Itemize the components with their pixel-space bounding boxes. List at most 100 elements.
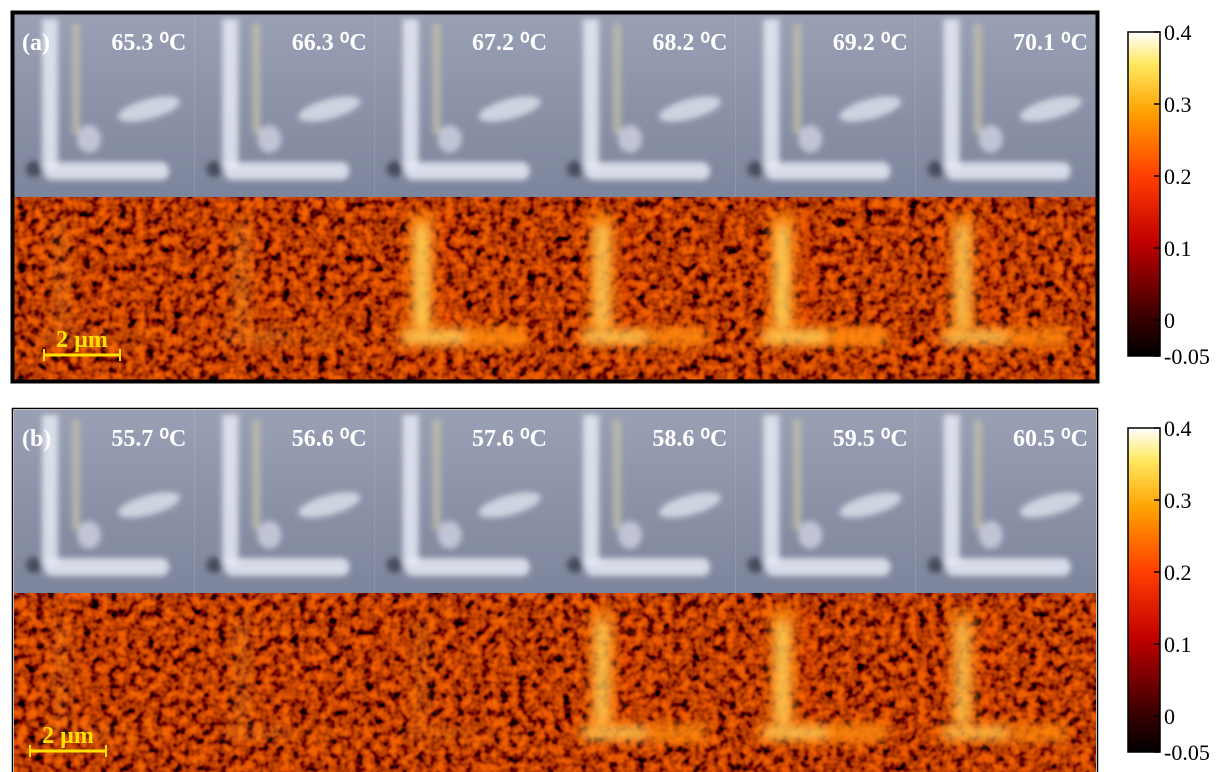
feature xyxy=(583,19,599,169)
feature xyxy=(72,24,80,134)
feature xyxy=(224,558,349,576)
hot xyxy=(958,623,968,723)
colorbar-tick-label: -0.05 xyxy=(1164,344,1210,369)
heat-noise xyxy=(14,593,194,772)
feature xyxy=(798,521,822,549)
feature xyxy=(798,125,822,153)
feature xyxy=(26,161,42,177)
colorbar xyxy=(1128,428,1160,752)
hot xyxy=(264,613,270,723)
feature xyxy=(44,558,169,576)
hot xyxy=(805,217,811,327)
hot xyxy=(946,333,1006,341)
heat-noise xyxy=(555,593,735,772)
figure: 65.3 ⁰C66.3 ⁰C67.2 ⁰C68.2 ⁰C69.2 ⁰C70.1 … xyxy=(0,0,1230,772)
feature xyxy=(72,420,80,530)
feature xyxy=(979,125,1003,153)
hot xyxy=(777,227,787,327)
feature xyxy=(252,420,260,530)
hot xyxy=(84,613,90,723)
heat-noise xyxy=(916,197,1096,380)
feature xyxy=(618,125,642,153)
heat-noise xyxy=(375,593,555,772)
hot xyxy=(625,217,631,327)
hot xyxy=(585,333,645,341)
colorbar-tick-label: 0.2 xyxy=(1164,560,1192,585)
feature xyxy=(206,557,222,573)
hot xyxy=(224,333,284,341)
colorbar-tick-label: 0.4 xyxy=(1164,20,1192,45)
feature xyxy=(257,125,281,153)
feature xyxy=(613,420,621,530)
feature xyxy=(583,415,599,565)
temperature-label: 58.6 ⁰C xyxy=(652,426,727,452)
hot xyxy=(625,613,631,723)
feature xyxy=(403,19,419,169)
feature xyxy=(224,162,349,180)
feature xyxy=(26,557,42,573)
feature xyxy=(944,415,960,565)
feature xyxy=(433,420,441,530)
colorbar-tick-label: -0.05 xyxy=(1164,740,1210,765)
feature xyxy=(387,557,403,573)
feature xyxy=(438,521,462,549)
feature xyxy=(765,162,890,180)
temperature-label: 55.7 ⁰C xyxy=(111,426,186,452)
hot xyxy=(405,333,465,341)
feature xyxy=(974,420,982,530)
colorbar xyxy=(1128,32,1160,356)
feature xyxy=(928,161,944,177)
hot xyxy=(236,623,246,723)
feature xyxy=(793,24,801,134)
feature xyxy=(252,24,260,134)
temperature-label: 59.5 ⁰C xyxy=(833,426,908,452)
feature xyxy=(763,415,779,565)
feature xyxy=(979,521,1003,549)
hot xyxy=(946,729,1006,737)
feature xyxy=(405,558,530,576)
feature xyxy=(765,558,890,576)
feature xyxy=(585,162,710,180)
scale-bar-label: 2 µm xyxy=(56,327,108,353)
feature xyxy=(585,558,710,576)
feature xyxy=(438,125,462,153)
feature xyxy=(403,415,419,565)
temperature-label: 57.6 ⁰C xyxy=(472,426,547,452)
feature xyxy=(405,162,530,180)
hot xyxy=(56,623,66,723)
heat-noise xyxy=(735,197,915,380)
colorbar-tick-label: 0.3 xyxy=(1164,92,1192,117)
hot xyxy=(224,729,284,737)
hot xyxy=(445,217,451,327)
feature xyxy=(928,557,944,573)
hot xyxy=(445,613,451,723)
hot xyxy=(417,227,427,327)
feature xyxy=(946,162,1071,180)
hot xyxy=(777,623,787,723)
feature xyxy=(257,521,281,549)
hot xyxy=(765,333,825,341)
feature xyxy=(222,415,238,565)
heat-noise xyxy=(194,593,374,772)
hot xyxy=(417,623,427,723)
feature xyxy=(747,161,763,177)
feature xyxy=(946,558,1071,576)
heat-noise xyxy=(194,197,374,380)
feature xyxy=(793,420,801,530)
temperature-label: 70.1 ⁰C xyxy=(1013,30,1088,56)
hot xyxy=(765,729,825,737)
scale-bar-label: 2 µm xyxy=(42,723,94,749)
panel-label: (a) xyxy=(22,30,50,56)
hot xyxy=(597,623,607,723)
colorbar-tick-label: 0.2 xyxy=(1164,164,1192,189)
feature xyxy=(944,19,960,169)
hot xyxy=(84,217,90,327)
temperature-label: 67.2 ⁰C xyxy=(472,30,547,56)
temperature-label: 65.3 ⁰C xyxy=(111,30,186,56)
heat-noise xyxy=(555,197,735,380)
heat-noise xyxy=(735,593,915,772)
feature xyxy=(747,557,763,573)
colorbar-tick-label: 0.3 xyxy=(1164,488,1192,513)
colorbar-tick-label: 0.4 xyxy=(1164,416,1192,441)
heat-noise xyxy=(375,197,555,380)
